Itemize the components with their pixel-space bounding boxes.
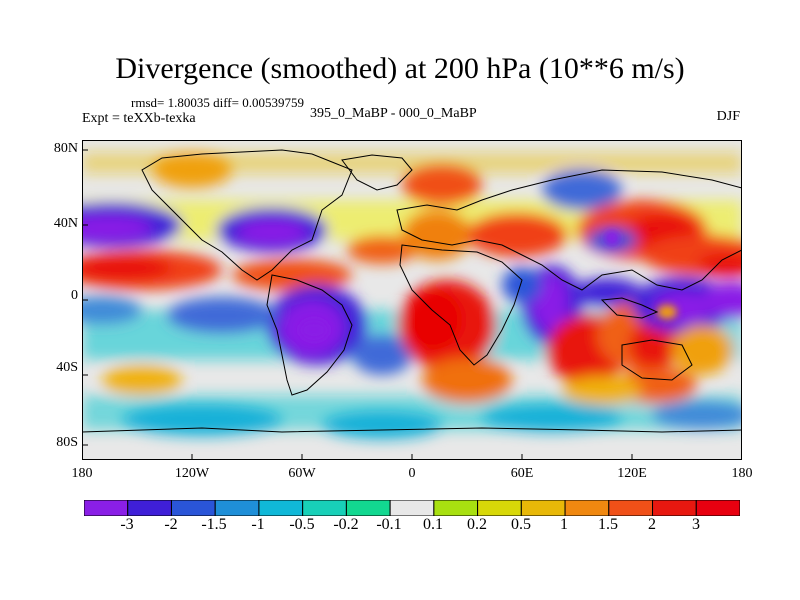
colorbar-label: 1.5 <box>598 516 618 533</box>
divergence-cores <box>300 230 677 340</box>
colorbar-swatch <box>170 500 216 516</box>
lat-label-40s: 40S <box>56 360 78 375</box>
colorbar-label: -0.1 <box>376 516 402 533</box>
colorbar-swatch <box>695 500 740 516</box>
colorbar-label: -1 <box>251 516 265 533</box>
colorbar-label: -1.5 <box>201 516 227 533</box>
colorbar-swatch <box>477 500 522 516</box>
experiment-label: Expt = teXXb-texka <box>82 111 196 126</box>
lat-label-80s: 80S <box>56 435 78 450</box>
colorbar-swatch <box>652 500 697 516</box>
map-ticks <box>82 149 633 460</box>
colorbar-swatch <box>214 500 260 516</box>
colorbar-swatch <box>258 500 304 516</box>
lon-label-0: 0 <box>408 466 416 481</box>
lon-label-180w: 180 <box>71 466 93 481</box>
colorbar-swatch <box>520 500 566 516</box>
colorbar-label: 3 <box>692 516 700 533</box>
colorbar-swatch <box>564 500 610 516</box>
colorbar-swatch <box>345 500 391 516</box>
colorbar-swatch <box>84 500 129 516</box>
colorbar-label: -2 <box>164 516 178 533</box>
divergence-map <box>82 140 742 460</box>
map-title: Divergence (smoothed) at 200 hPa (10**6 … <box>115 52 685 85</box>
lon-label-120e: 120E <box>617 466 647 481</box>
coastlines <box>82 149 742 433</box>
colorbar <box>84 500 740 516</box>
colorbar-label: 0.1 <box>423 516 443 533</box>
lat-label-0: 0 <box>71 288 78 303</box>
lon-label-60e: 60E <box>510 466 534 481</box>
colorbar-label: -3 <box>120 516 134 533</box>
colorbar-swatch <box>433 500 479 516</box>
colorbar-swatch <box>389 500 435 516</box>
colorbar-swatch <box>302 500 347 516</box>
colorbar-swatch <box>608 500 654 516</box>
lon-label-180e: 180 <box>731 466 753 481</box>
lon-label-120w: 120W <box>174 466 210 481</box>
colorbar-label: -0.5 <box>289 516 315 533</box>
colorbar-label: 0.5 <box>511 516 531 533</box>
colorbar-label: 1 <box>560 516 568 533</box>
comparison-label: 395_0_MaBP - 000_0_MaBP <box>310 106 477 121</box>
season-label: DJF <box>716 109 740 124</box>
colorbar-label: -0.2 <box>333 516 359 533</box>
colorbar-label: 0.2 <box>467 516 487 533</box>
lat-label-40n: 40N <box>53 216 78 231</box>
colorbar-label: 2 <box>648 516 656 533</box>
stats-line: rmsd= 1.80035 diff= 0.00539759 <box>131 95 304 110</box>
colorbar-swatch <box>127 500 172 516</box>
lon-label-60w: 60W <box>288 466 316 481</box>
lat-label-80n: 80N <box>53 141 78 156</box>
